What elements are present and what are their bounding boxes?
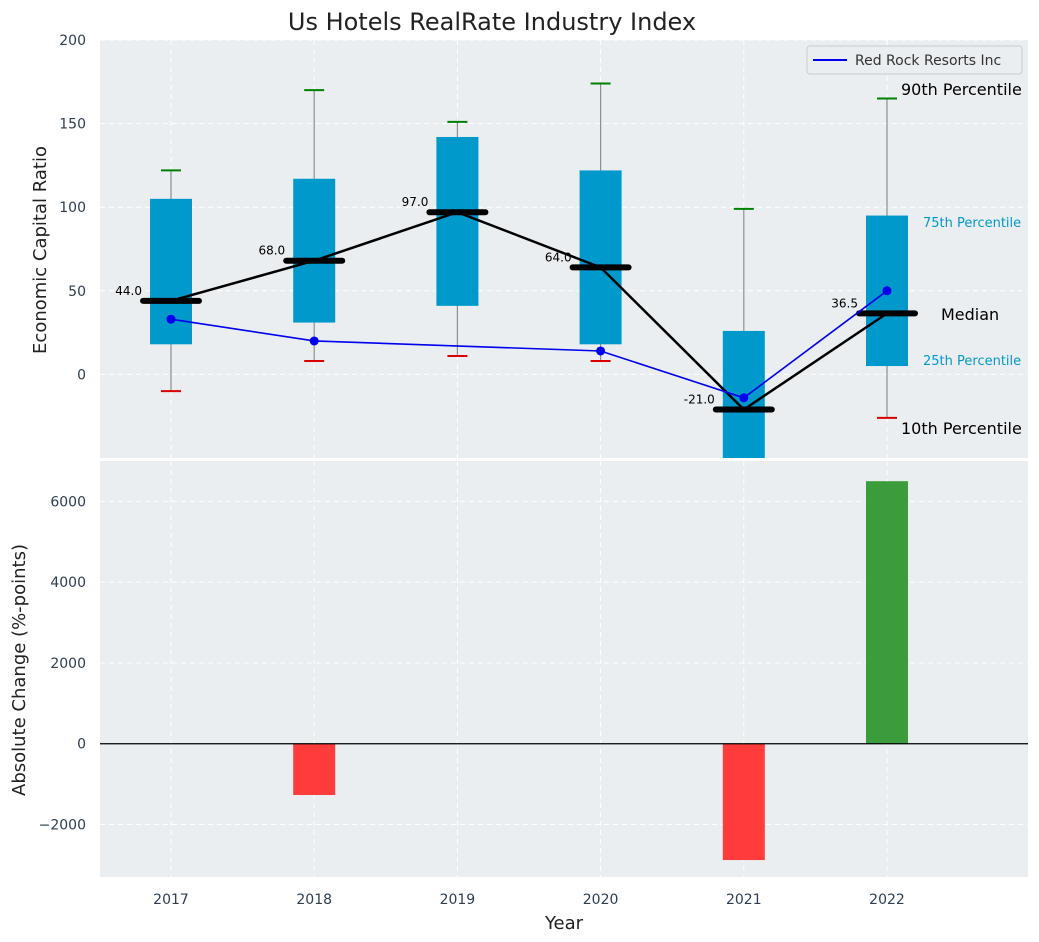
key-10th-percentile: 10th Percentile bbox=[901, 419, 1022, 438]
x-tick-label: 2021 bbox=[726, 892, 762, 908]
key-25th-percentile: 25th Percentile bbox=[923, 354, 1021, 369]
top-y-tick-label: 50 bbox=[68, 284, 86, 300]
bottom-y-axis-title: Absolute Change (%-points) bbox=[9, 544, 30, 796]
top-y-tick-label: 100 bbox=[59, 200, 86, 216]
x-tick-label: 2022 bbox=[869, 892, 905, 908]
median-trend-line bbox=[170, 210, 888, 412]
median-trend-group: 44.0 68.0 97.0 64.0 -21.0 36.5 bbox=[115, 195, 918, 413]
company-line-group bbox=[166, 286, 892, 403]
top-y-tick-label: 0 bbox=[77, 367, 86, 383]
top-y-axis-title: Economic Capital Ratio bbox=[30, 146, 51, 354]
bottom-y-tick-label: −2000 bbox=[39, 817, 86, 833]
median-value-label: 44.0 bbox=[115, 284, 142, 298]
x-tick-label: 2018 bbox=[296, 892, 332, 908]
company-point bbox=[882, 286, 892, 296]
change-bar bbox=[293, 743, 336, 796]
top-y-tick-label: 200 bbox=[59, 33, 86, 49]
key-90th-percentile: 90th Percentile bbox=[901, 80, 1022, 99]
median-value-label: 68.0 bbox=[258, 244, 285, 258]
change-bar-group bbox=[100, 481, 1028, 861]
bottom-y-tick-label: 0 bbox=[77, 737, 86, 753]
chart-title: Us Hotels RealRate Industry Index bbox=[288, 8, 696, 36]
median-value-label: 36.5 bbox=[831, 296, 858, 310]
x-axis-title: Year bbox=[544, 913, 584, 934]
top-y-tick-label: 150 bbox=[59, 117, 86, 133]
percentile-box bbox=[579, 170, 622, 345]
company-point bbox=[596, 346, 606, 356]
legend-box bbox=[806, 45, 1023, 75]
change-bar bbox=[866, 481, 908, 744]
bottom-y-tick-label: 2000 bbox=[50, 656, 86, 672]
key-75th-percentile: 75th Percentile bbox=[923, 216, 1021, 231]
x-axis-ticks: 2017 2018 2019 2020 2021 2022 bbox=[153, 892, 905, 908]
bottom-y-tick-label: 6000 bbox=[50, 494, 86, 510]
median-value-label: 64.0 bbox=[545, 250, 572, 264]
company-point bbox=[166, 314, 176, 324]
legend-label: Red Rock Resorts Inc bbox=[855, 53, 1001, 69]
key-median: Median bbox=[941, 305, 999, 324]
bottom-y-tick-label: 4000 bbox=[50, 575, 86, 591]
change-bar bbox=[722, 743, 765, 861]
percentile-box bbox=[436, 136, 479, 306]
x-tick-label: 2017 bbox=[153, 892, 189, 908]
median-value-label: 97.0 bbox=[402, 195, 429, 209]
x-tick-label: 2020 bbox=[583, 892, 619, 908]
bottom-y-axis-ticks: −2000 0 2000 4000 6000 bbox=[39, 494, 86, 833]
legend: Red Rock Resorts Inc bbox=[806, 45, 1023, 75]
box-plot-group bbox=[150, 82, 908, 458]
percentile-box bbox=[293, 178, 336, 323]
percentile-key: 90th Percentile 75th Percentile Median 2… bbox=[901, 80, 1022, 438]
top-y-axis-ticks: 0 50 100 150 200 bbox=[59, 33, 86, 383]
company-point bbox=[739, 393, 749, 403]
median-value-label: -21.0 bbox=[684, 393, 715, 407]
x-tick-label: 2019 bbox=[440, 892, 476, 908]
company-point bbox=[309, 336, 319, 346]
